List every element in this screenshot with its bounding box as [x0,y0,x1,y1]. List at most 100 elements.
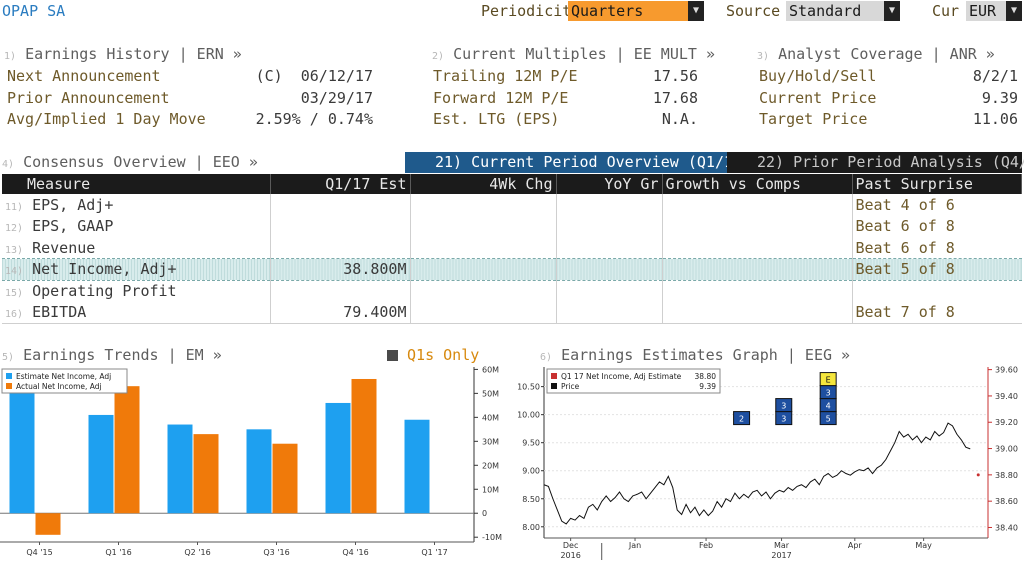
table-row-selected[interactable]: 14) Net Income, Adj+ 38.800M Beat 5 of 8 [2,258,1022,281]
legend-box [1,368,128,394]
column-header-past-surprise[interactable]: Past Surprise [852,174,1022,194]
y-tick-label: 0 [482,509,487,518]
analyst-count-box [775,398,793,413]
x-month-label: May [915,541,932,550]
table-row[interactable]: 11) EPS, Adj+ Beat 4 of 6 [2,194,1022,216]
column-header-growth-vs-comps[interactable]: Growth vs Comps [662,174,853,194]
target-price-value: 11.06 [972,110,1018,128]
earnings-trends-header[interactable]: 5) Earnings Trends | EM » [2,346,222,364]
surprise-cell [852,280,1022,302]
measure-label: EPS, Adj+ [32,195,114,214]
est-ltg-label: Est. LTG (EPS) [433,110,560,128]
column-header-yoy-gr[interactable]: YoY Gr [556,174,663,194]
measure-label: Revenue [32,238,96,257]
current-multiples-header[interactable]: 2) Current Multiples | EE MULT » [432,45,715,63]
estimate-bar [325,402,351,514]
surprise-cell: Beat 5 of 8 [852,258,1022,281]
legend-swatch [551,383,557,389]
y-tick-label: 8.50 [522,495,540,504]
source-select[interactable]: Standard ▼ [786,1,900,21]
forward-pe-value: 17.68 [652,89,698,107]
tab-current-period[interactable]: 21) Current Period Overview (Q1/17) [405,152,751,173]
column-header-4wk-chg[interactable]: 4Wk Chg [410,174,557,194]
earnings-estimates-header[interactable]: 6) Earnings Estimates Graph | EEG » [540,346,850,364]
x-month-label: Dec [563,541,578,550]
target-price-label: Target Price [759,110,868,128]
q1s-only-label: Q1s Only [407,346,480,364]
consensus-overview-title: Consensus Overview | EEO » [23,153,258,171]
earnings-history-title: Earnings History | ERN » [25,45,242,63]
x-tick-label: Q1 '17 [421,548,447,557]
x-year-label: 2016 [560,551,580,560]
est-cell [270,215,411,237]
prior-announcement-label: Prior Announcement [7,89,170,107]
legend-swatch [551,373,557,379]
y-tick-label: 10.00 [517,411,540,420]
x-tick-label: Q1 '16 [105,548,131,557]
column-header-measure[interactable]: Measure [2,174,271,194]
source-label: Source [726,2,781,20]
legend-swatch [6,383,12,389]
tab-prior-period[interactable]: 22) Prior Period Analysis (Q4/16) [727,152,1024,173]
measure-cell: 16) EBITDA [2,301,271,323]
y-tick-label: 9.00 [522,467,540,476]
y-tick-label: 10M [482,485,499,494]
table-row[interactable]: 16) EBITDA 79.400M Beat 7 of 8 [2,301,1022,323]
yoy-cell [556,280,663,302]
table-row[interactable]: 13) Revenue Beat 6 of 8 [2,237,1022,259]
actual-bar [193,434,219,514]
chevron-down-icon: ▼ [1006,1,1022,21]
legend-label: Q1 17 Net Income, Adj Estimate [561,372,682,381]
section-number: 6) [540,352,553,363]
earnings-estimates-title: Earnings Estimates Graph | EEG » [561,346,851,364]
right-tick-label: 38.40 [995,523,1018,532]
analyst-coverage-title: Analyst Coverage | ANR » [778,45,995,63]
security-ticker[interactable]: OPAP SA [2,2,66,20]
measure-cell: 15) Operating Profit [2,280,271,302]
earnings-history-header[interactable]: 1) Earnings History | ERN » [4,45,242,63]
legend-label: Actual Net Income, Adj [16,382,102,391]
q1s-only-toggle[interactable]: Q1s Only [387,346,479,364]
surprise-cell: Beat 4 of 6 [855,195,955,214]
box-label: 5 [826,415,831,424]
right-tick-label: 39.20 [995,418,1018,427]
table-row[interactable]: 12) EPS, GAAP Beat 6 of 8 [2,215,1022,237]
box-label: 3 [781,402,786,411]
actual-bar [351,378,377,514]
actual-bar [35,513,61,535]
box-label: 2 [739,415,744,424]
section-number: 3) [757,51,770,62]
analyst-coverage-header[interactable]: 3) Analyst Coverage | ANR » [757,45,995,63]
comps-cell [662,237,853,259]
x-tick-label: Q4 '16 [342,548,368,557]
periodicity-select[interactable]: Quarters ▼ [568,1,704,21]
section-number: 1) [4,51,17,62]
x-tick-label: Q3 '16 [263,548,289,557]
legend-swatch [6,373,12,379]
y-tick-label: 30M [482,437,499,446]
currency-select[interactable]: EUR ▼ [966,1,1022,21]
consensus-overview-header[interactable]: 4) Consensus Overview | EEO » [2,153,258,171]
chg-cell [410,215,557,237]
x-month-label: Mar [774,541,790,550]
column-header-est[interactable]: Q1/17 Est [270,174,411,194]
x-year-label: 2017 [771,551,791,560]
estimate-bar [88,414,114,514]
comps-cell [662,280,853,302]
section-number: 4) [2,159,15,170]
estimate-bar [246,429,272,514]
comps-cell [662,258,853,281]
legend-value: 9.39 [699,382,716,391]
buy-hold-sell-value: 8/2/1 [972,67,1018,85]
forward-pe-label: Forward 12M P/E [433,89,569,107]
currency-label: Cur [932,2,960,20]
comps-cell [662,301,853,323]
estimate-marker-box [819,372,837,387]
yoy-cell [556,194,663,216]
chevron-down-icon: ▼ [688,1,704,21]
prior-announcement-value: 03/29/17 [300,89,373,107]
table-row[interactable]: 15) Operating Profit [2,280,1022,302]
y-tick-label: 40M [482,413,499,422]
measure-label: Net Income, Adj+ [32,260,177,279]
